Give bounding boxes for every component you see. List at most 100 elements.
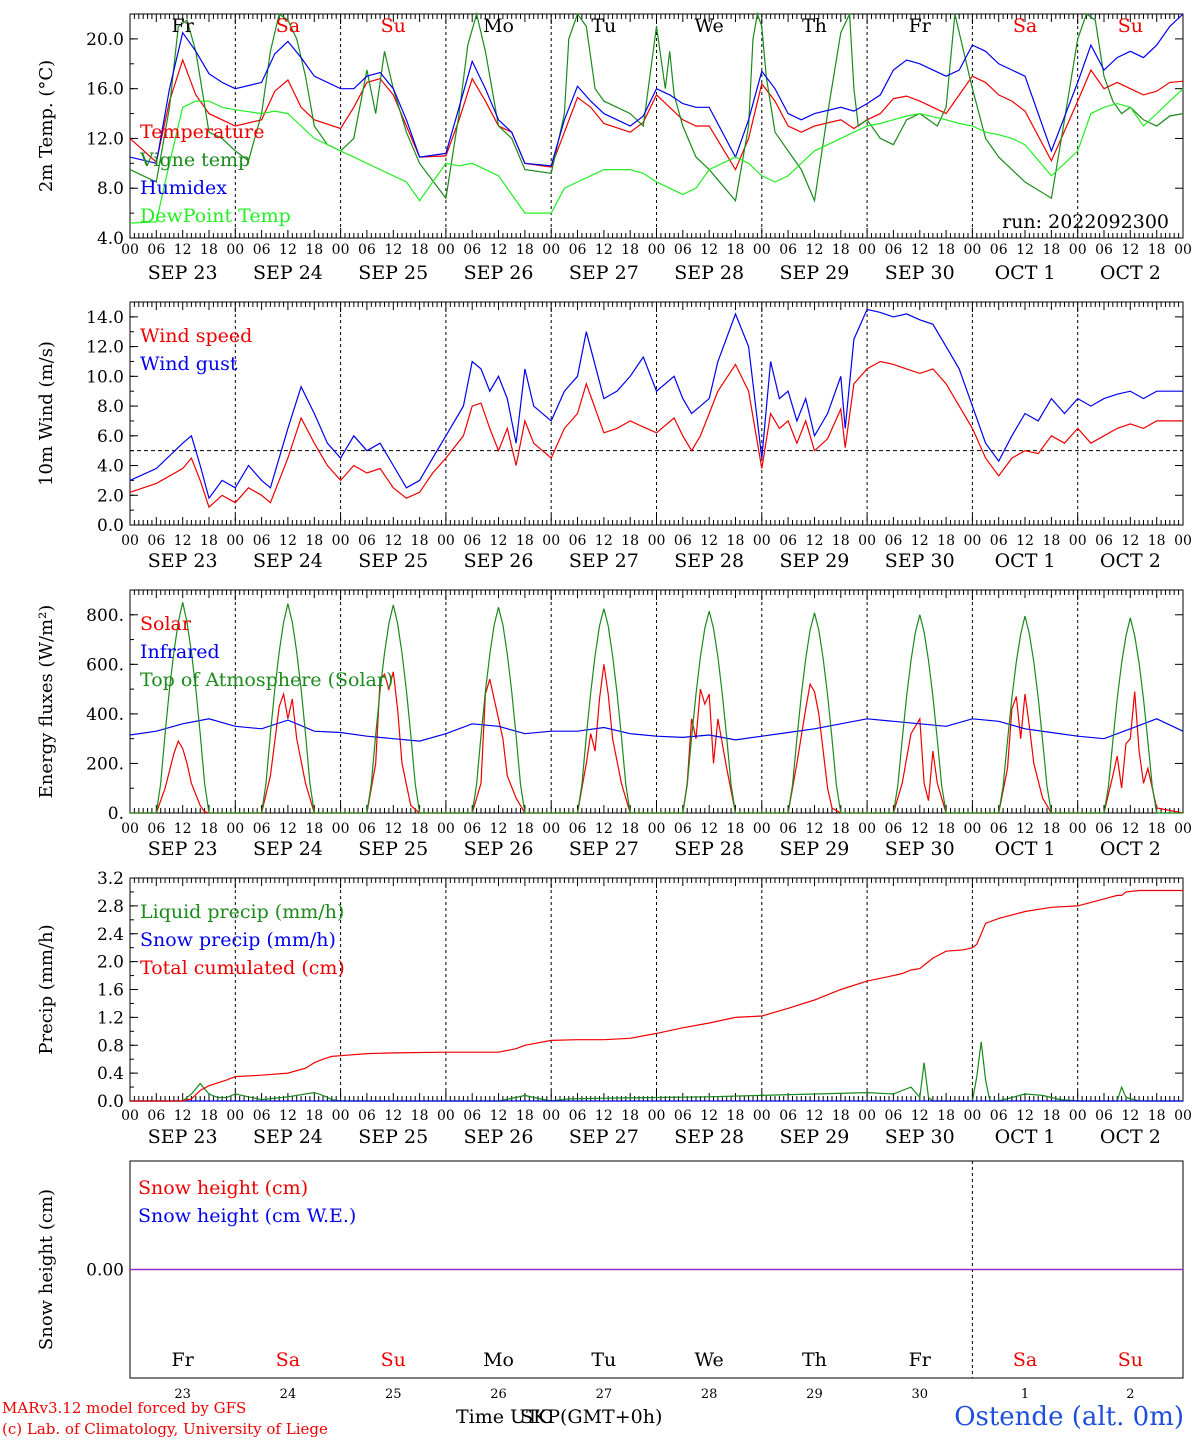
date-label: SEP 27 [569, 550, 639, 572]
date-label: SEP 27 [569, 838, 639, 860]
series-line-total-cumulated-cm- [130, 889, 1183, 1102]
hour-tick-label: 06 [990, 533, 1008, 549]
weekday-label: Mo [483, 15, 514, 37]
hour-tick-label: 12 [806, 533, 824, 549]
hour-tick-label: 06 [253, 533, 271, 549]
hour-tick-label: 18 [200, 821, 218, 837]
date-label: SEP 24 [253, 1126, 323, 1148]
weekday-label: Mo [483, 1349, 514, 1371]
hour-tick-label: 18 [305, 242, 323, 258]
y-tick-label: 6.0 [97, 427, 124, 447]
panel-2: 0.0 2.0 4.0 6.0 8.0 10.0 12.0 14.0 10m Wind (m/s… [36, 301, 1192, 572]
hour-tick-label: 18 [621, 242, 639, 258]
hour-tick-label: 06 [885, 533, 903, 549]
hour-tick-label: 06 [463, 1108, 481, 1124]
hour-tick-label: 12 [174, 533, 192, 549]
date-label: SEP 30 [885, 838, 955, 860]
hour-tick-label: 00 [1069, 533, 1087, 549]
weekday-label: Tu [591, 15, 616, 37]
hour-tick-label: 12 [279, 821, 297, 837]
y-tick-label: 12.0 [86, 129, 124, 149]
y-tick-label: 4.0 [97, 229, 124, 249]
hour-tick-label: 12 [911, 821, 929, 837]
date-label: SEP 28 [674, 1126, 744, 1148]
hour-tick-label: 06 [1095, 1108, 1113, 1124]
hour-tick-label: 18 [832, 1108, 850, 1124]
date-label: SEP 26 [464, 838, 534, 860]
hour-tick-label: 12 [1016, 1108, 1034, 1124]
hour-tick-label: 12 [595, 533, 613, 549]
series-line-wind-speed [129, 360, 1183, 509]
date-label: SEP 29 [780, 262, 850, 284]
hour-tick-label: 06 [674, 821, 692, 837]
hour-tick-label: 18 [937, 821, 955, 837]
weekday-label: Th [802, 15, 827, 37]
hour-tick-label: 00 [753, 242, 771, 258]
hour-tick-label: 18 [305, 1108, 323, 1124]
y-tick-label: 2.8 [97, 897, 124, 917]
hour-tick-label: 12 [1016, 821, 1034, 837]
hour-tick-label: 06 [147, 821, 165, 837]
date-label: SEP 25 [358, 1126, 428, 1148]
date-label: SEP 25 [358, 838, 428, 860]
hour-tick-label: 12 [1121, 533, 1139, 549]
legend-entry: Top of Atmosphere (Solar) [140, 669, 393, 691]
hour-tick-label: 18 [621, 1108, 639, 1124]
y-axis-label: Snow height (cm) [36, 1189, 57, 1350]
y-tick-label: 4.0 [97, 457, 124, 477]
hour-tick-label: 00 [437, 242, 455, 258]
weekday-label: Fr [172, 15, 195, 37]
hour-tick-label: 00 [753, 533, 771, 549]
y-axis-label: Energy fluxes (W/m²) [36, 605, 57, 799]
weekday-label: Fr [909, 1349, 932, 1371]
y-tick-label: 200. [86, 754, 124, 774]
hour-tick-label: 06 [569, 242, 587, 258]
hour-tick-label: 06 [147, 1108, 165, 1124]
date-label: SEP 23 [148, 838, 218, 860]
hour-tick-label: 12 [1121, 1108, 1139, 1124]
hour-tick-label: 06 [358, 242, 376, 258]
hour-tick-label: 12 [384, 533, 402, 549]
hour-tick-label: 06 [779, 533, 797, 549]
hour-tick-label: 12 [595, 1108, 613, 1124]
weekday-label: Su [1118, 15, 1143, 37]
hour-tick-label: 00 [226, 821, 244, 837]
hour-ticks [129, 302, 1184, 525]
day-number-label: 29 [806, 1387, 823, 1402]
weekday-label: Th [802, 1349, 827, 1371]
hour-tick-label: 00 [542, 242, 560, 258]
hour-tick-label: 18 [200, 1108, 218, 1124]
weekday-label: Sa [276, 1349, 300, 1371]
hour-tick-label: 06 [358, 1108, 376, 1124]
date-label: SEP 29 [780, 838, 850, 860]
hour-tick-label: 12 [700, 821, 718, 837]
y-axis-label: Precip (mm/h) [36, 924, 57, 1054]
hour-tick-label: 00 [332, 821, 350, 837]
hour-tick-label: 12 [490, 533, 508, 549]
day-number-label: 25 [385, 1387, 402, 1402]
y-tick-label: 1.6 [97, 981, 124, 1001]
hour-tick-label: 00 [1174, 533, 1192, 549]
date-label: SEP 27 [569, 1126, 639, 1148]
hour-tick-label: 00 [542, 1108, 560, 1124]
hour-tick-label: 12 [1016, 242, 1034, 258]
hour-tick-label: 00 [121, 242, 139, 258]
hour-tick-label: 18 [200, 242, 218, 258]
legend-entry: DewPoint Temp [140, 205, 291, 227]
hour-tick-label: 18 [1042, 533, 1060, 549]
hour-tick-label: 18 [727, 242, 745, 258]
date-label: SEP 23 [148, 1126, 218, 1148]
hour-tick-label: 18 [937, 533, 955, 549]
date-label: OCT 1 [995, 838, 1056, 860]
y-tick-label: 0.0 [97, 1092, 124, 1112]
y-axis-label: 10m Wind (m/s) [36, 341, 57, 486]
legend-entry: Humidex [140, 177, 227, 199]
hour-tick-label: 06 [990, 1108, 1008, 1124]
hour-tick-label: 06 [674, 1108, 692, 1124]
hour-tick-label: 18 [832, 242, 850, 258]
date-label: SEP 29 [780, 550, 850, 572]
hour-tick-label: 18 [1042, 1108, 1060, 1124]
hour-tick-label: 00 [121, 1108, 139, 1124]
hour-tick-label: 00 [121, 821, 139, 837]
y-tick-label: 1.2 [97, 1008, 124, 1028]
